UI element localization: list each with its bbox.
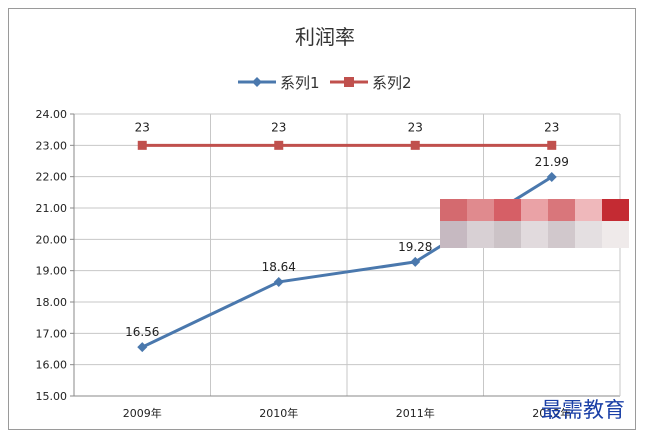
mosaic-tile xyxy=(548,221,575,248)
mosaic-tile xyxy=(467,199,494,221)
y-tick-label: 18.00 xyxy=(36,296,68,309)
series-1-point xyxy=(137,342,148,353)
mosaic-tile xyxy=(494,221,521,248)
legend-label: 系列2 xyxy=(372,74,412,92)
mosaic-tile xyxy=(602,199,629,221)
series-2-point xyxy=(410,140,420,150)
data-label: 23 xyxy=(271,120,286,134)
series-2-point xyxy=(137,140,147,150)
mosaic-tile xyxy=(521,221,548,248)
data-label: 23 xyxy=(408,120,423,134)
mosaic-tile xyxy=(548,199,575,221)
mosaic-tile xyxy=(440,221,467,248)
data-label: 23 xyxy=(135,120,150,134)
data-label: 18.64 xyxy=(262,260,296,274)
mosaic-tile xyxy=(440,199,467,221)
y-tick-label: 24.00 xyxy=(36,108,68,121)
data-label: 23 xyxy=(544,120,559,134)
x-tick-label: 2010年 xyxy=(259,406,298,420)
series-1-point xyxy=(410,256,421,267)
mosaic-tile xyxy=(467,221,494,248)
mosaic-tile xyxy=(575,221,602,248)
x-tick-label: 2012年 xyxy=(532,406,571,420)
y-tick-label: 16.00 xyxy=(36,359,68,372)
mosaic-tile xyxy=(494,199,521,221)
y-tick-label: 22.00 xyxy=(36,171,68,184)
y-tick-label: 21.00 xyxy=(36,202,68,215)
blur-layer xyxy=(440,199,629,248)
mosaic-tile xyxy=(602,221,629,248)
y-tick-label: 20.00 xyxy=(36,233,68,246)
series-1-point xyxy=(273,276,284,287)
series-2-point xyxy=(274,140,284,150)
series-1-point xyxy=(546,171,557,182)
x-tick-label: 2011年 xyxy=(396,406,435,420)
data-label: 21.99 xyxy=(535,155,569,169)
y-tick-label: 15.00 xyxy=(36,390,68,403)
chart-title: 利润率 xyxy=(295,25,355,49)
y-tick-label: 23.00 xyxy=(36,139,68,152)
axes: 15.00 16.00 17.00 18.00 19.00 20.00 21.00 22.00… xyxy=(36,108,621,420)
watermark: 最需教育 xyxy=(541,398,625,422)
grid xyxy=(74,113,620,397)
legend-marker-diamond xyxy=(252,77,262,87)
legend-label: 系列1 xyxy=(280,74,320,92)
legend-marker-square xyxy=(344,77,354,87)
data-label: 19.28 xyxy=(398,240,432,254)
labels-layer: 16.56 18.64 19.28 21.99 23 23 23 23 xyxy=(125,120,569,339)
mosaic-tile xyxy=(575,199,602,221)
mosaic-tile xyxy=(521,199,548,221)
data-label: 16.56 xyxy=(125,325,159,339)
x-tick-label: 2009年 xyxy=(123,406,162,420)
y-tick-label: 19.00 xyxy=(36,265,68,278)
series-2-point xyxy=(547,140,557,150)
legend: 系列1 系列2 xyxy=(238,74,412,92)
y-tick-label: 17.00 xyxy=(36,327,68,340)
